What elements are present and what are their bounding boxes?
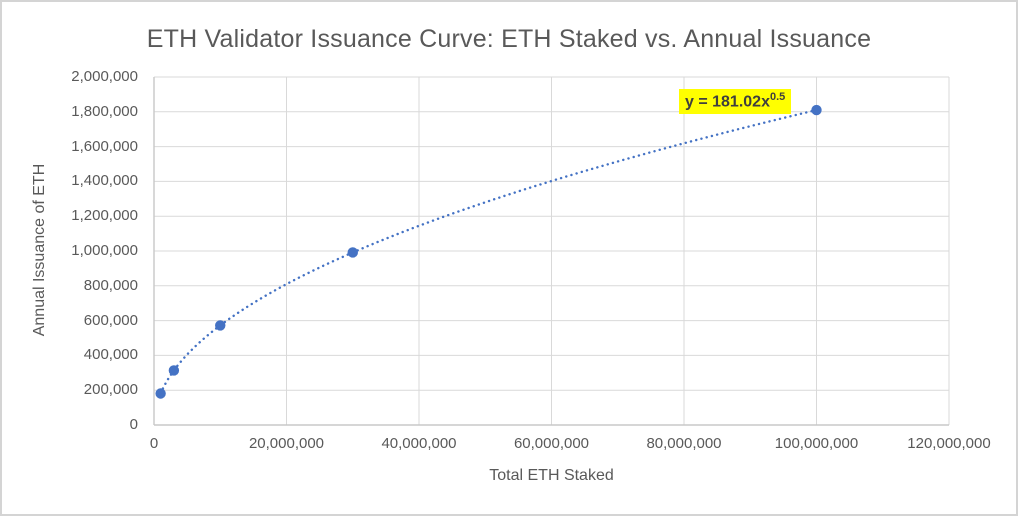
- data-point-marker: [811, 104, 822, 116]
- x-tick-label: 100,000,000: [774, 435, 859, 452]
- y-tick-label: 1,800,000: [71, 102, 138, 120]
- chart-title: ETH Validator Issuance Curve: ETH Staked…: [146, 25, 872, 53]
- y-tick-label: 400,000: [83, 346, 138, 364]
- x-tick-label: 0: [149, 435, 159, 452]
- data-point-marker: [155, 388, 166, 399]
- x-tick-label: 80,000,000: [646, 435, 722, 452]
- y-tick-label: 600,000: [83, 311, 138, 329]
- y-tick-label: 200,000: [83, 381, 138, 399]
- y-tick-label: 1,200,000: [71, 207, 138, 225]
- y-tick-label: 1,400,000: [71, 172, 138, 190]
- y-tick-label: 2,000,000: [71, 68, 138, 85]
- y-tick-label: 800,000: [83, 276, 138, 294]
- trendline-equation-label: y = 181.02x0.5: [679, 89, 792, 115]
- x-tick-label: 40,000,000: [381, 435, 457, 452]
- y-tick-label: 1,000,000: [71, 242, 138, 259]
- equation-exponent-text: 0.5: [769, 91, 786, 103]
- x-axis-title: Total ETH Staked: [489, 467, 614, 484]
- data-point-marker: [215, 320, 226, 331]
- y-tick-label: 0: [129, 416, 138, 433]
- x-tick-label: 120,000,000: [907, 435, 991, 452]
- power-trendline: [159, 108, 818, 395]
- equation-base-text: y = 181.02x: [685, 93, 770, 111]
- y-tick-label: 1,600,000: [71, 137, 138, 155]
- x-tick-label: 20,000,000: [248, 435, 325, 452]
- data-point-marker: [168, 365, 180, 376]
- x-tick-label: 60,000,000: [513, 435, 590, 452]
- data-point-marker: [347, 247, 358, 258]
